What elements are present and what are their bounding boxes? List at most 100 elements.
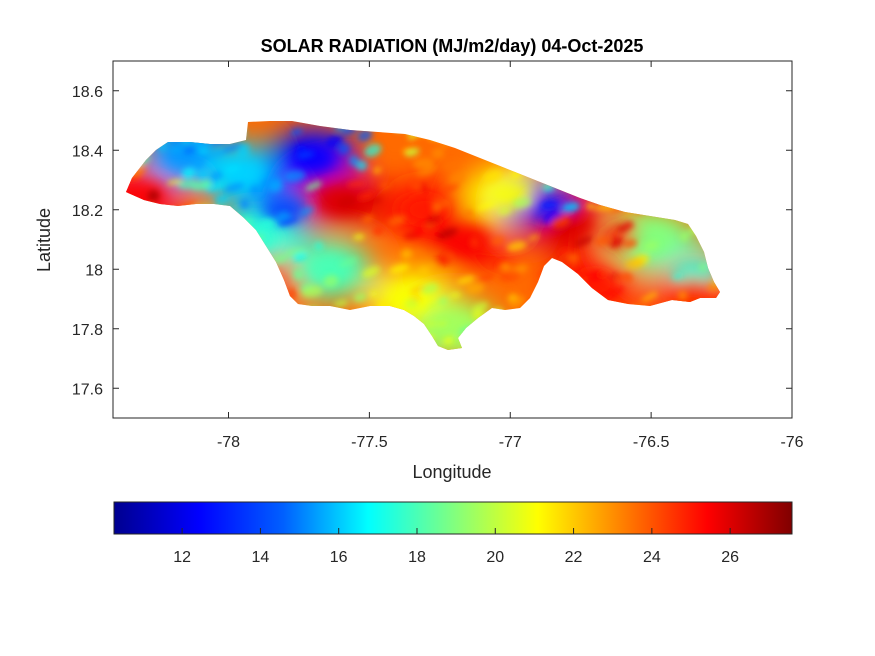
field-sample-core [445,225,490,254]
field-speckle [677,290,688,301]
field-speckle [574,236,593,247]
field-speckle [224,183,245,193]
field-speckle [323,275,339,288]
field-speckle [416,168,433,177]
field-speckle [604,287,624,297]
field-speckle [407,135,417,140]
field-speckle [588,271,603,282]
field-speckle [413,249,423,258]
colorbar-tick-label: 20 [486,549,504,566]
field-speckle [405,148,420,157]
field-speckle [449,292,462,298]
field-speckle [609,237,624,248]
field-speckle [444,253,454,262]
field-speckle [470,236,479,249]
field-speckle [250,185,260,195]
field-speckle [212,150,224,156]
field-speckle [338,257,358,268]
field-speckle [442,336,454,345]
field-speckle [478,273,494,282]
colorbar-tick-label: 22 [565,549,583,566]
field-speckle [147,189,160,202]
x-tick-label: -76 [780,434,803,451]
field-speckle [196,169,209,180]
field-speckle [404,298,419,310]
field-speckle [423,262,440,270]
field-speckle [414,226,424,236]
field-speckle [672,273,684,280]
field-speckle [356,160,368,171]
field-speckle [389,263,410,274]
field-speckle [441,161,462,171]
chart-title: SOLAR RADIATION (MJ/m2/day) 04-Oct-2025 [261,36,644,56]
field-speckle [210,170,223,181]
field-speckle [509,296,526,308]
field-speckle [429,219,445,226]
field-speckle [624,271,633,283]
field-speckle [699,263,708,271]
field-speckle [314,241,323,251]
field-speckle [278,217,298,226]
field-speckle [193,160,204,169]
field-speckle [357,129,373,142]
field-speckle [364,143,382,157]
field-speckle [616,224,629,233]
field-speckle [183,147,197,154]
x-axis: -78 -77.5 -77 -76.5 -76 [217,61,804,451]
field-speckle [293,268,304,281]
field-speckle [181,167,196,179]
field-speckle [214,194,230,204]
field-speckle [610,273,619,279]
field-speckle [369,291,378,297]
field-speckle [239,199,250,209]
field-speckle [349,155,360,167]
y-tick-label: 18.6 [72,84,103,101]
field-speckle [586,202,595,210]
field-speckle [625,258,645,269]
field-speckle [512,197,532,208]
field-speckle [483,169,502,183]
field-speckle [237,143,250,153]
field-speckle [166,179,183,186]
field-speckle [428,194,443,203]
field-speckle [643,240,659,252]
colorbar-tick-label: 24 [643,549,661,566]
field-speckle [192,180,212,191]
field-speckle [362,266,381,278]
colorbar-tick-label: 14 [252,549,270,566]
field-speckle [346,181,366,187]
field-speckle [421,283,439,294]
field-speckle [420,182,429,193]
field-speckle [679,231,689,242]
x-tick-label: -77 [499,434,522,451]
field-speckle [290,128,303,136]
field-sample-core [262,195,307,224]
field-speckle [364,197,383,204]
field-speckle [337,196,357,208]
field-speckle [388,215,406,226]
field-speckle [400,248,413,260]
field-speckle [500,263,511,271]
field-speckle [594,236,611,247]
y-tick-label: 17.8 [72,322,103,339]
field-speckle [168,146,183,153]
field-speckle [528,234,540,241]
field-speckle [506,241,527,252]
colorbar-tick-label: 16 [330,549,348,566]
field-speckle [409,285,428,293]
field-speckle [353,292,367,303]
field-speckle [206,181,225,193]
field-speckle [338,143,350,155]
field-speckle [436,321,448,327]
field-speckle [476,201,496,211]
field-speckle [558,248,571,256]
colorbar-tick-label: 12 [173,549,191,566]
y-tick-label: 18.2 [72,203,103,220]
field-speckle [431,202,441,213]
x-axis-label: Longitude [412,462,491,482]
field-speckle [222,142,244,153]
field-speckle [205,161,214,168]
field-speckle [541,200,559,210]
field-speckle [305,181,322,191]
field-speckle [437,228,458,239]
